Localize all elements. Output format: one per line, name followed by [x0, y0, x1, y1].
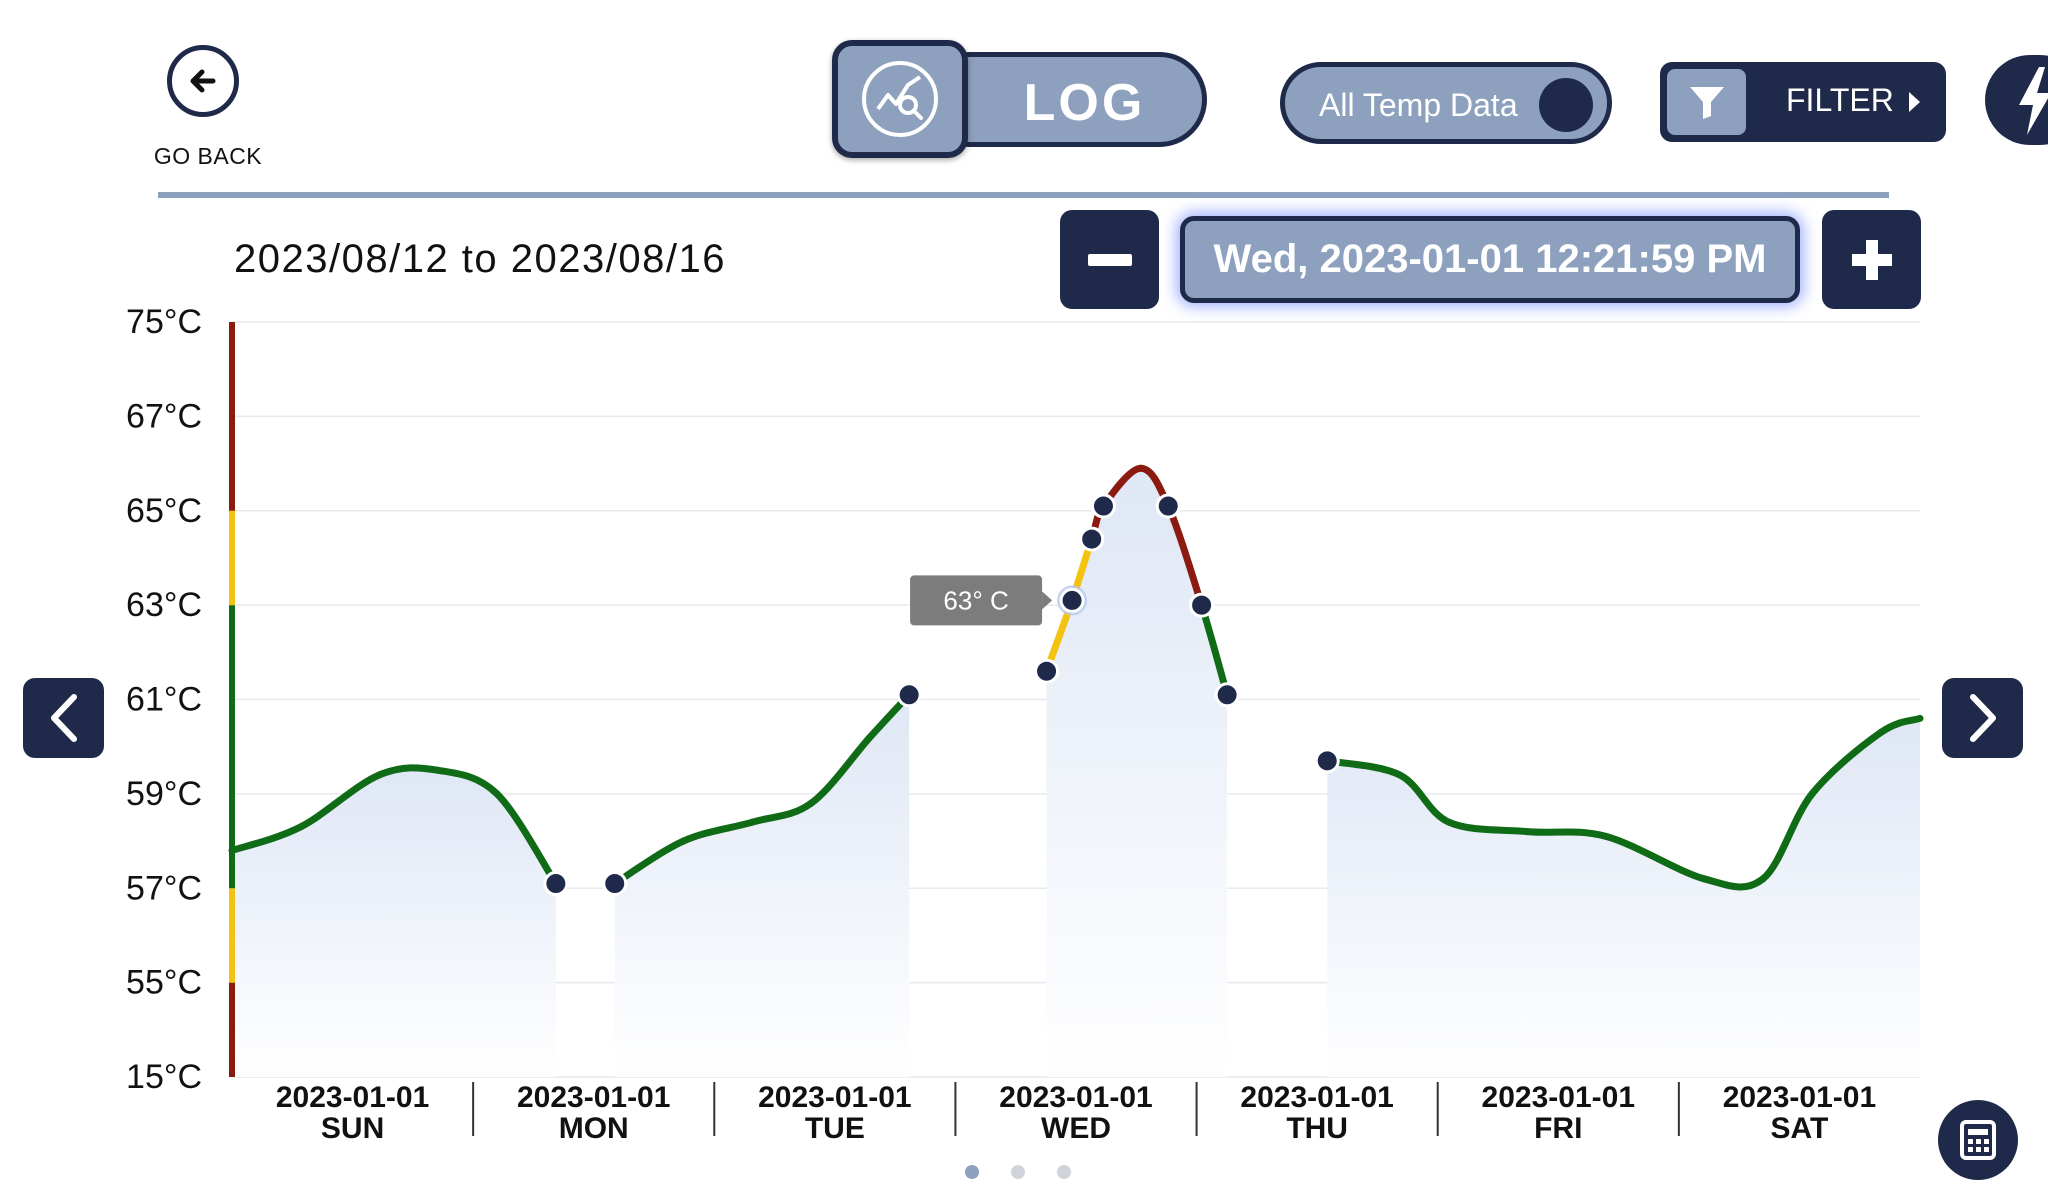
next-page-button[interactable] — [1942, 678, 2023, 758]
go-back-label: GO BACK — [153, 143, 263, 169]
lightning-bolt-icon — [2019, 67, 2048, 135]
log-label: LOG — [1023, 74, 1146, 132]
page-dot[interactable] — [1057, 1165, 1071, 1179]
chart-search-icon — [862, 61, 938, 137]
y-tick-label: 59°C — [126, 775, 202, 813]
y-tick-label: 75°C — [126, 303, 202, 341]
y-tick-label: 15°C — [126, 1058, 202, 1096]
area-fill — [614, 694, 910, 1077]
funnel-icon — [1667, 69, 1746, 135]
datetime-display[interactable]: Wed, 2023-01-01 12:21:59 PM — [1180, 216, 1800, 303]
series-line — [748, 799, 815, 826]
arrow-left-icon — [167, 45, 239, 117]
area-fill — [1327, 718, 1920, 1077]
y-tick-label: 55°C — [126, 964, 202, 1002]
log-analytics-button[interactable] — [832, 40, 968, 158]
series-line — [1523, 828, 1610, 840]
x-tick-day: FRI — [1534, 1112, 1582, 1145]
calculator-button[interactable] — [1938, 1100, 2018, 1180]
page-dot[interactable] — [1011, 1165, 1025, 1179]
tooltip-box — [910, 575, 1043, 626]
x-tick-date: 2023-01-01 — [1723, 1081, 1876, 1114]
date-range-text: 2023/08/12 to 2023/08/16 — [234, 237, 726, 281]
y-tick-label: 65°C — [126, 492, 202, 530]
decrement-button[interactable] — [1060, 210, 1159, 309]
data-point — [1079, 526, 1105, 552]
previous-page-button[interactable] — [23, 678, 104, 758]
x-tick-day: THU — [1286, 1112, 1348, 1145]
series-line — [1700, 875, 1767, 891]
x-tick-day: SAT — [1771, 1112, 1829, 1145]
data-point — [1189, 592, 1215, 618]
toggle-knob — [1539, 78, 1593, 132]
plus-icon — [1851, 239, 1892, 280]
datetime-text: Wed, 2023-01-01 12:21:59 PM — [1213, 237, 1767, 281]
data-point — [1214, 682, 1240, 708]
x-tick-day: SUN — [321, 1112, 384, 1145]
x-tick-date: 2023-01-01 — [517, 1081, 670, 1114]
x-tick-date: 2023-01-01 — [758, 1081, 911, 1114]
data-point — [896, 682, 922, 708]
x-tick-date: 2023-01-01 — [276, 1081, 429, 1114]
data-point — [1314, 748, 1340, 774]
data-point — [1155, 493, 1181, 519]
go-back-button[interactable]: GO BACK — [150, 40, 266, 180]
toggle-label: All Temp Data — [1319, 87, 1518, 123]
series-line — [807, 733, 874, 807]
series-line — [228, 823, 305, 854]
area-fill — [1046, 468, 1228, 1077]
series-line — [1602, 832, 1708, 883]
series-line — [1445, 818, 1531, 836]
chevron-left-icon — [50, 694, 77, 742]
power-bolt-button[interactable] — [1985, 55, 2048, 145]
data-point — [1034, 658, 1060, 684]
series-line — [1877, 714, 1924, 737]
data-point — [1090, 493, 1116, 519]
page-dot[interactable] — [965, 1165, 979, 1179]
y-tick-label: 67°C — [126, 397, 202, 435]
increment-button[interactable] — [1822, 210, 1921, 309]
series-line — [375, 764, 442, 779]
series-line — [679, 818, 756, 845]
series-line — [1396, 771, 1453, 826]
y-tick-label: 61°C — [126, 681, 202, 719]
data-point — [543, 871, 569, 897]
x-tick-day: WED — [1041, 1112, 1111, 1145]
all-temp-data-toggle[interactable]: All Temp Data — [1280, 62, 1612, 144]
log-mode-toggle[interactable]: LOG — [832, 40, 1216, 158]
area-fill — [232, 767, 556, 1077]
y-tick-label: 63°C — [126, 586, 202, 624]
log-pill[interactable]: LOG — [922, 52, 1207, 147]
tooltip-label: 63° C — [943, 585, 1008, 615]
calculator-icon — [1960, 1120, 1996, 1160]
x-tick-date: 2023-01-01 — [1240, 1081, 1393, 1114]
data-point — [602, 871, 628, 897]
x-tick-day: MON — [559, 1112, 629, 1145]
series-line — [1759, 790, 1816, 883]
filter-button[interactable]: FILTER — [1660, 62, 1946, 142]
filter-label: FILTER — [1786, 82, 1894, 118]
x-tick-date: 2023-01-01 — [1482, 1081, 1635, 1114]
x-tick-day: TUE — [805, 1112, 865, 1145]
y-tick-label: 57°C — [126, 869, 202, 907]
header-divider — [158, 192, 1889, 198]
chevron-right-icon — [1969, 694, 1996, 742]
series-line — [434, 766, 501, 798]
tooltip-pointer — [1042, 591, 1053, 610]
series-line — [1808, 729, 1885, 798]
minus-icon — [1087, 253, 1132, 266]
series-line — [297, 771, 383, 831]
caret-right-icon — [1909, 92, 1920, 112]
x-tick-date: 2023-01-01 — [999, 1081, 1152, 1114]
selected-point — [1059, 587, 1085, 613]
